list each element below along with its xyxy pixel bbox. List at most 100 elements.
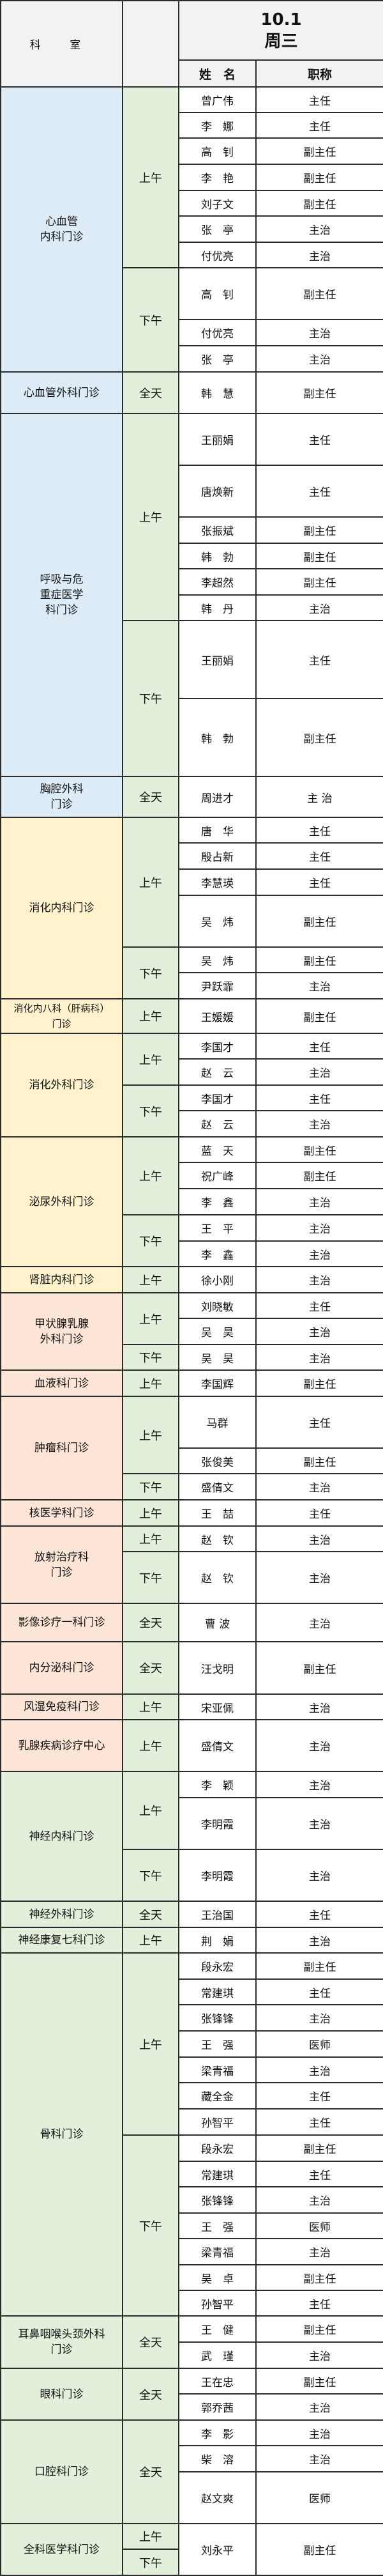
table-row: 下午吴 昊主治 [1, 1344, 383, 1371]
doctor-name: 常建琪 [178, 2161, 257, 2187]
table-row: 神经内科门诊 上午李 颖主治 [0, 1771, 383, 1902]
doctor-name: 王 喆 [178, 1499, 257, 1527]
department-name: 胸腔外科 门诊 [0, 776, 123, 818]
session-period: 下午 [122, 620, 179, 777]
session-period: 全天 [122, 371, 179, 414]
doctor-title: 主治 [255, 242, 383, 268]
doctor-name: 尹跃霏 [178, 972, 257, 999]
doctor-name: 赵 云 [178, 1110, 257, 1138]
doctor-name: 韩 勃 [178, 698, 257, 777]
doctor-title: 主任 [255, 1396, 383, 1449]
doctor-title: 副主任 [255, 1952, 383, 1980]
doctor-name: 段永宏 [178, 1952, 257, 1980]
session-period: 上午 [122, 1266, 179, 1293]
table-row: 赵文爽 医师 [1, 2471, 383, 2524]
session-period: 上午 [122, 1396, 179, 1474]
doctor-title: 副主任 [255, 698, 383, 777]
doctor-name: 吴 昊 [178, 1344, 257, 1371]
table-row: 刘子文 副主任 [1, 190, 383, 217]
doctor-name: 赵文爽 [178, 2471, 257, 2524]
doctor-title: 主治 [255, 2419, 383, 2446]
doctor-name: 张锋锋 [178, 2004, 257, 2032]
session-period: 上午 [122, 86, 179, 268]
doctor-name: 李 鑫 [178, 1240, 257, 1267]
session-period: 下午 [122, 1344, 179, 1371]
doctor-name: 张 亭 [178, 345, 257, 373]
doctor-name: 刘子文 [178, 190, 257, 217]
table-row: 下午王 平主治 [1, 1214, 383, 1267]
table-row: 韩 勃副主任 [1, 543, 383, 569]
doctor-name: 李国辉 [178, 1369, 257, 1397]
doctor-name: 赵 钦 [178, 1525, 257, 1552]
doctor-name: 李明霞 [178, 1849, 257, 1902]
session-period: 上午 [122, 1693, 179, 1720]
session-period: 下午 [122, 267, 179, 373]
doctor-name: 王丽娟 [178, 620, 257, 699]
table-row: 口腔科门诊 全天李 影主治 [0, 2419, 383, 2524]
doctor-title: 主治 [255, 1525, 383, 1552]
doctor-name: 赵 钦 [178, 1551, 257, 1604]
department-name: 肿瘤科门诊 [0, 1396, 123, 1500]
department-name: 眼科门诊 [0, 2368, 123, 2421]
department-name: 神经外科门诊 [0, 1901, 123, 1928]
doctor-name: 周进才 [178, 776, 257, 818]
doctor-name: 张锋锋 [178, 2186, 257, 2214]
doctor-title: 副主任 [255, 2134, 383, 2162]
table-row: 下午 王丽娟 主任 [1, 620, 383, 777]
table-row: 李 鑫主治 [1, 1240, 383, 1267]
session-period: 上午 [122, 1033, 179, 1086]
department-name: 心血管 内科门诊 [0, 86, 123, 373]
doctor-title: 副主任 [255, 2368, 383, 2395]
doctor-title: 主治 [255, 2004, 383, 2032]
doctor-title: 副主任 [255, 543, 383, 569]
doctor-title: 主任 [255, 86, 383, 113]
doctor-title: 主治 [255, 345, 383, 373]
table-row: 神经外科门诊 全天 王治国 主任 [0, 1901, 383, 1928]
doctor-title: 主治 [255, 1603, 383, 1642]
doctor-name: 柴 溶 [178, 2445, 257, 2472]
session-period: 全天 [122, 1901, 179, 1928]
table-row: 赵 云主治 [1, 1110, 383, 1138]
doctor-title: 医师 [255, 2471, 383, 2524]
department-name: 影像诊疗一科门诊 [0, 1603, 123, 1642]
table-row: 梁青福 主治 [1, 2238, 383, 2265]
doctor-title: 主任 [255, 1901, 383, 1928]
header-department: 科 室 [0, 0, 123, 88]
department-name: 消化外科门诊 [0, 1033, 123, 1138]
table-row: 消化外科门诊 上午 李国才 主任 [0, 1033, 383, 1138]
session-period: 下午 [122, 1849, 179, 1902]
session-period: 全天 [122, 2368, 179, 2421]
doctor-title: 副主任 [255, 2264, 383, 2291]
doctor-name: 汪戈明 [178, 1641, 257, 1695]
table-row: 李超然 副主任 [1, 568, 383, 596]
doctor-title: 主 治 [255, 776, 383, 818]
session-period: 下午 [122, 2134, 179, 2317]
doctor-name: 王丽娟 [178, 413, 257, 466]
doctor-title: 主治 [255, 1849, 383, 1902]
doctor-title: 副主任 [255, 946, 383, 973]
doctor-name: 蓝 天 [178, 1136, 257, 1163]
session-period: 上午 [122, 2523, 179, 2550]
doctor-title: 主治 [255, 2393, 383, 2421]
table-row: 赵 云主治 [1, 1058, 383, 1086]
table-row: 眼科门诊 全天 王在忠 副主任 [0, 2368, 383, 2421]
doctor-title: 主任 [255, 2290, 383, 2317]
table-row: 内分泌科门诊 全天 汪戈明 副主任 [0, 1641, 383, 1695]
doctor-title: 主任 [255, 1978, 383, 2005]
doctor-name: 唐焕新 [178, 465, 257, 518]
session-period: 上午 [122, 1927, 179, 1954]
doctor-name: 吴 卓 [178, 2264, 257, 2291]
doctor-name: 段永宏 [178, 2134, 257, 2162]
header-period [122, 0, 179, 88]
doctor-title: 主治 [255, 1344, 383, 1371]
department-name: 全科医学科门诊 [0, 2523, 123, 2576]
doctor-title: 主治 [255, 1551, 383, 1604]
doctor-name: 赵 云 [178, 1058, 257, 1086]
doctor-name: 郭乔茜 [178, 2393, 257, 2421]
department-name: 血液科门诊 [0, 1369, 123, 1397]
session-period: 全天 [122, 2419, 179, 2524]
table-row: 梁青福 主治 [1, 2056, 383, 2083]
department-name: 泌尿外科门诊 [0, 1136, 123, 1267]
doctor-title: 主治 [255, 1473, 383, 1500]
